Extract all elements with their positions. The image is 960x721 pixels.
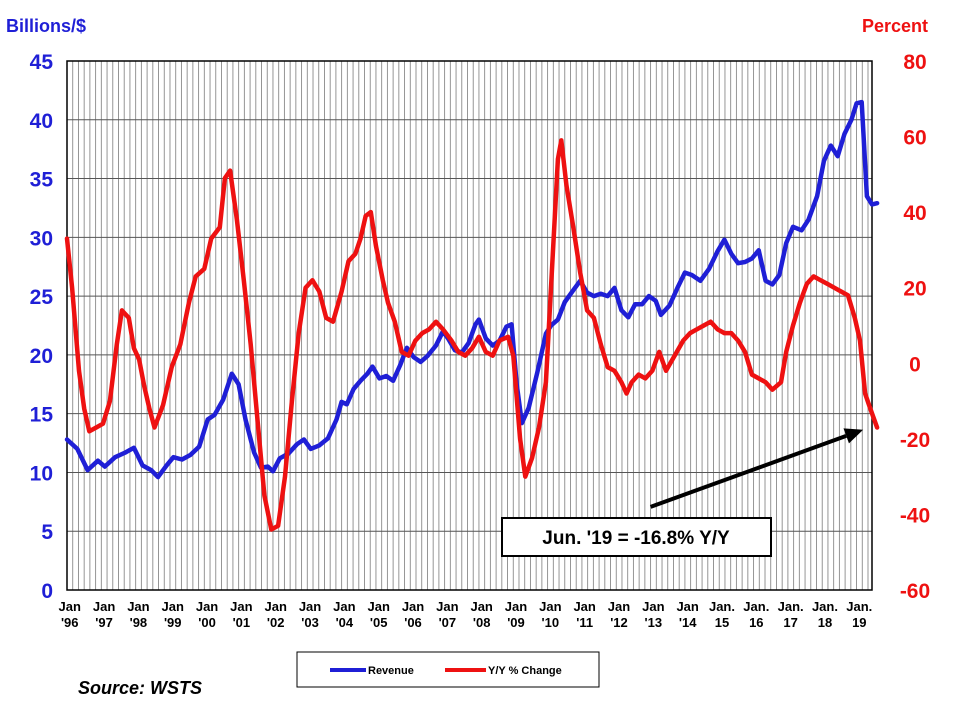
- x-tick-label: Jan. 18: [812, 599, 838, 630]
- right-tick-label: 40: [903, 202, 926, 225]
- plot-area-frame: [66, 60, 873, 591]
- right-tick-label: 0: [909, 353, 921, 376]
- x-tick-label: Jan '05: [367, 599, 389, 630]
- right-tick-label: -20: [900, 429, 930, 452]
- series-line-revenue: [64, 99, 880, 480]
- x-tick-label: Jan '01: [230, 599, 252, 630]
- series-line-y-y-change: [64, 138, 880, 532]
- left-tick-label: 10: [30, 462, 53, 485]
- annotation-arrow: [649, 434, 847, 509]
- x-tick-label: Jan '96: [59, 599, 81, 630]
- x-tick-label: Jan. 15: [709, 599, 735, 630]
- right-axis-title: Percent: [862, 16, 928, 36]
- x-tick-label: Jan '98: [127, 599, 149, 630]
- x-tick-label: Jan '03: [299, 599, 321, 630]
- left-tick-label: 40: [30, 110, 53, 133]
- x-tick-label: Jan '14: [676, 599, 698, 630]
- left-tick-label: 5: [41, 521, 53, 544]
- left-tick-label: 15: [30, 404, 54, 427]
- right-tick-label: 80: [903, 51, 926, 74]
- x-tick-label: Jan '09: [505, 599, 527, 630]
- annotation-arrowhead: [843, 428, 864, 444]
- x-tick-label: Jan. 17: [778, 599, 804, 630]
- left-tick-label: 45: [30, 51, 54, 74]
- x-tick-label: Jan. 16: [743, 599, 769, 630]
- x-tick-label: Jan '02: [265, 599, 287, 630]
- left-tick-label: 20: [30, 345, 53, 368]
- right-tick-label: 20: [903, 278, 926, 301]
- x-tick-label: Jan. 19: [846, 599, 872, 630]
- vertical-gridlines: [72, 61, 869, 590]
- x-tick-label: Jan '10: [539, 599, 561, 630]
- right-tick-label: 60: [903, 127, 926, 150]
- legend: Revenue Y/Y % Change: [296, 651, 600, 688]
- annotation-box: [501, 517, 772, 557]
- x-tick-label: Jan '12: [608, 599, 630, 630]
- x-tick-label: Jan '99: [162, 599, 184, 630]
- x-tick-label: Jan '06: [402, 599, 424, 630]
- x-tick-label: Jan '00: [196, 599, 218, 630]
- left-axis-title: Billions/$: [6, 16, 86, 36]
- series-lines: [64, 99, 880, 532]
- legend-label-yoy: Y/Y % Change: [488, 665, 562, 677]
- legend-label-revenue: Revenue: [368, 665, 414, 677]
- left-axis-tick-labels: 0 5 10 15 20 25 30 35 40 45: [30, 51, 54, 603]
- annotation-text: Jun. '19 = -16.8% Y/Y: [542, 528, 730, 549]
- annotation: Jun. '19 = -16.8% Y/Y: [501, 428, 864, 557]
- x-tick-label: Jan '13: [642, 599, 664, 630]
- right-tick-label: -40: [900, 504, 930, 527]
- x-tick-label: Jan '97: [93, 599, 115, 630]
- left-tick-label: 0: [41, 580, 53, 603]
- x-tick-label: Jan '08: [470, 599, 492, 630]
- left-tick-label: 30: [30, 227, 53, 250]
- left-tick-label: 25: [30, 286, 54, 309]
- x-tick-label: Jan '11: [573, 599, 595, 630]
- x-tick-label: Jan '04: [333, 599, 355, 630]
- right-tick-label: -60: [900, 580, 930, 603]
- x-axis-tick-labels: Jan '96 Jan '97 Jan '98 Jan '99 Jan '00 Jan '01 Jan '…: [59, 599, 873, 630]
- right-axis-tick-labels: -60 -40 -20 0 20 40 60 80: [900, 51, 930, 603]
- left-tick-label: 35: [30, 169, 54, 192]
- x-tick-label: Jan '07: [436, 599, 458, 630]
- source-note: Source: WSTS: [78, 678, 203, 698]
